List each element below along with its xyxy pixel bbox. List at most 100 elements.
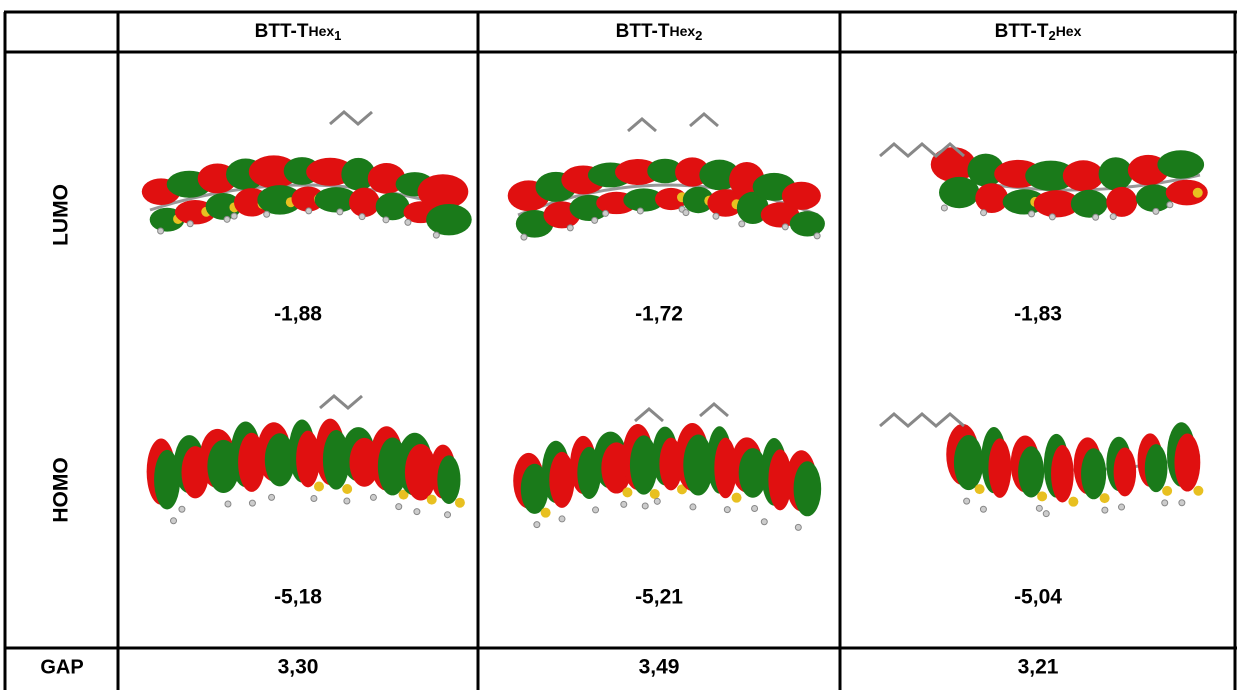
hydrogen-atom xyxy=(432,231,440,239)
hydrogen-atom xyxy=(343,497,351,505)
cell-value: -1,88 xyxy=(274,303,322,326)
sulfur-atom xyxy=(314,481,324,492)
hydrogen-atom xyxy=(760,518,768,526)
alkyl-chain xyxy=(689,112,719,128)
hydrogen-atom xyxy=(1101,506,1109,514)
hydrogen-atom xyxy=(336,208,344,216)
hydrogen-atom xyxy=(223,215,231,223)
orbital-lobe xyxy=(623,188,665,212)
hydrogen-atom xyxy=(641,502,649,510)
cell-value: -1,72 xyxy=(635,303,683,326)
hydrogen-atom xyxy=(395,503,403,511)
row-label: LUMO xyxy=(50,184,73,246)
hydrogen-atom xyxy=(592,506,600,514)
alkyl-chain xyxy=(699,402,729,418)
hydrogen-atom xyxy=(1035,504,1043,512)
orbital-lobe xyxy=(1018,446,1045,498)
orbital-lobe xyxy=(615,159,661,185)
orbital-lobe xyxy=(781,181,821,210)
orbital-lobe xyxy=(939,176,980,209)
hydrogen-atom xyxy=(636,207,644,215)
orbital-lobe xyxy=(417,174,469,210)
hydrogen-atom xyxy=(1118,503,1126,511)
hydrogen-atom xyxy=(566,224,574,232)
row-label: HOMO xyxy=(50,457,73,522)
hydrogen-atom xyxy=(310,494,318,502)
header-part: BTT-T xyxy=(255,21,309,42)
orbital-lobe xyxy=(1106,186,1138,217)
orbital-lobe xyxy=(1070,189,1108,218)
hydrogen-atom xyxy=(653,497,661,505)
orbital-lobe xyxy=(1051,445,1074,503)
orbital-lobe xyxy=(341,157,376,191)
hydrogen-atom xyxy=(248,499,256,507)
orbital-lobe xyxy=(1098,157,1133,191)
header-part: Hex xyxy=(669,23,695,39)
orbital-lobe xyxy=(683,434,714,496)
hydrogen-atom xyxy=(1048,213,1056,221)
orbital-lobe xyxy=(1113,447,1137,497)
sulfur-atom xyxy=(454,497,465,508)
orbital-lobe xyxy=(789,211,825,237)
cell-value: -5,04 xyxy=(1014,586,1062,609)
hydrogen-atom xyxy=(1092,213,1100,221)
hydrogen-atom xyxy=(413,508,421,516)
hydrogen-atom xyxy=(738,220,746,228)
hydrogen-atom xyxy=(751,504,759,512)
sulfur-atom xyxy=(622,487,633,498)
hydrogen-atom xyxy=(178,505,186,513)
hydrogen-atom xyxy=(980,209,988,217)
column-header: BTT-THex2 xyxy=(616,21,703,43)
hydrogen-atom xyxy=(940,204,948,212)
column-header: BTT-T2Hex xyxy=(995,21,1082,43)
orbital-lobe xyxy=(768,449,792,511)
sulfur-atom xyxy=(974,484,985,495)
hydrogen-atom xyxy=(157,227,165,235)
sulfur-atom xyxy=(649,488,660,499)
hydrogen-atom xyxy=(369,493,377,501)
orbital-lobe xyxy=(714,437,737,499)
cell-value: 3,21 xyxy=(1018,656,1059,679)
orbital-lobe xyxy=(1157,150,1205,179)
sulfur-atom xyxy=(540,507,551,518)
orbital-lobe xyxy=(296,430,320,488)
alkyl-chain xyxy=(879,412,965,428)
molecule-images xyxy=(141,110,1208,531)
orbital-lobe xyxy=(1165,179,1208,206)
orbital-lobe xyxy=(549,451,575,508)
orbital-lobe xyxy=(736,191,769,225)
orbital-lobe xyxy=(793,461,822,517)
sulfur-atom xyxy=(1037,491,1048,502)
hydrogen-atom xyxy=(591,216,599,224)
hydrogen-atom xyxy=(1042,510,1050,518)
sulfur-atom xyxy=(398,489,409,500)
alkyl-chain xyxy=(329,110,373,126)
orbital-lobe xyxy=(975,183,1009,214)
orbital-lobe xyxy=(1144,444,1168,493)
orbital-lobe xyxy=(426,203,472,236)
hydrogen-atom xyxy=(1152,207,1160,215)
orbital-lobe xyxy=(520,463,549,514)
hydrogen-atom xyxy=(444,511,452,519)
header-part: Hex xyxy=(1056,23,1082,39)
hydrogen-atom xyxy=(602,209,610,217)
hydrogen-atom xyxy=(781,223,789,231)
orbital-lobe xyxy=(707,189,744,217)
orbital-lobe xyxy=(738,448,767,498)
hydrogen-atom xyxy=(620,500,628,508)
hydrogen-atom xyxy=(689,503,697,511)
hydrogen-atom xyxy=(682,209,690,217)
header-part: BTT-T xyxy=(995,21,1049,42)
hydrogen-atom xyxy=(794,523,802,531)
hydrogen-atom xyxy=(170,517,178,525)
hydrogen-atom xyxy=(1028,210,1036,218)
sulfur-atom xyxy=(1068,496,1079,507)
alkyl-chain xyxy=(634,407,664,423)
orbital-lobe xyxy=(930,147,976,182)
orbital-lobe xyxy=(988,438,1012,498)
orbital-lobe xyxy=(1033,190,1080,218)
hydrogen-atom xyxy=(382,216,390,224)
orbital-lobe xyxy=(375,192,410,221)
hydrogen-atom xyxy=(558,515,566,523)
hydrogen-atom xyxy=(224,500,232,508)
